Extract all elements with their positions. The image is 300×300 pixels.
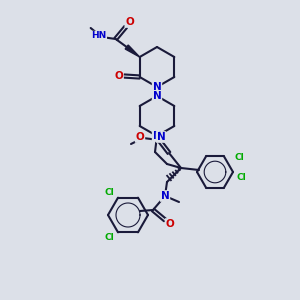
Text: N: N [153, 82, 161, 92]
Text: Cl: Cl [234, 154, 244, 163]
Text: O: O [136, 132, 144, 142]
Text: O: O [166, 219, 174, 229]
Text: O: O [114, 71, 123, 81]
Text: Cl: Cl [236, 173, 246, 182]
Text: O: O [125, 17, 134, 27]
Text: N: N [153, 91, 161, 101]
Text: N: N [153, 131, 161, 141]
Text: Cl: Cl [104, 188, 114, 197]
Polygon shape [125, 45, 140, 57]
Text: N: N [160, 191, 169, 201]
Text: Cl: Cl [104, 233, 114, 242]
Text: N: N [157, 132, 165, 142]
Text: HN: HN [91, 32, 106, 40]
